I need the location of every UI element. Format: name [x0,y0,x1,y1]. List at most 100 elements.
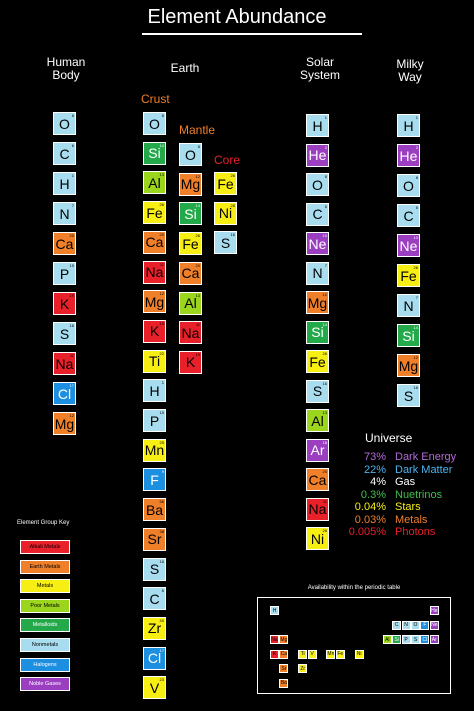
element-symbol: N [59,205,70,222]
crust-element-tile: Fe 26 [143,201,166,225]
solar-system-element-tile: S 16 [306,379,329,403]
atomic-number: 6 [71,143,74,148]
element-symbol: C [312,206,323,222]
element-symbol: O [185,146,196,163]
atomic-number: 25 [159,439,164,445]
milky-way-element-tile: Mg 12 [397,354,420,377]
atomic-number: 2 [415,145,418,150]
milky-way-heading: Milky Way [380,58,440,84]
atomic-number: 12 [195,173,200,179]
element-symbol: K [185,354,196,371]
element-symbol: Si [148,145,161,162]
page-title: Element Abundance [147,6,327,28]
atomic-number: 18 [322,439,327,445]
element-symbol: Al [184,295,197,311]
atomic-number: 28 [230,202,235,208]
crust-label: Crust [141,92,170,106]
atomic-number: 7 [415,295,418,300]
periodic-cell: Ni [354,649,364,659]
atomic-number: 26 [230,173,235,178]
milky-way-element-tile: Fe 26 [397,264,420,287]
milky-way-element-tile: Ne 10 [397,234,420,257]
atomic-number: 1 [71,173,74,178]
periodic-cell: O [411,620,420,630]
periodic-cell: Mg [279,635,289,644]
element-symbol: S [403,387,414,404]
atomic-number: 26 [413,265,418,270]
periodic-cell: C [392,620,402,630]
element-symbol: Zr [147,620,162,637]
atomic-number: 15 [159,410,164,415]
element-symbol: O [59,115,70,132]
atomic-number: 11 [195,322,200,328]
element-symbol: Ni [218,205,233,222]
solar-system-element-tile: Ca 20 [306,468,329,491]
periodic-cell: Fe [335,649,345,659]
element-symbol: Si [184,205,197,222]
universe-component-label: Dark Matter [395,463,453,476]
atomic-number: 1 [161,380,164,386]
atomic-number: 14 [413,325,418,330]
atomic-number: 8 [161,113,164,118]
human-body-element-tile: S 16 [53,322,76,345]
element-symbol: Ti [148,353,161,370]
mantle-element-tile: Na 11 [179,321,202,345]
element-symbol: He [399,147,418,164]
element-symbol: Si [311,324,324,340]
element-symbol: Na [308,501,327,517]
solar-system-element-tile: Fe 26 [306,350,329,373]
core-element-tile: S 16 [214,231,237,255]
element-symbol: Mg [144,293,165,310]
crust-element-tile: V 23 [143,676,166,700]
crust-element-tile: P 15 [143,409,166,432]
human-body-element-tile: Cl 17 [53,382,76,405]
element-symbol: He [308,147,327,163]
key-item-noble: Noble Gases [20,677,70,692]
element-symbol: V [149,679,160,696]
crust-element-tile: Si 14 [143,141,166,165]
atomic-number: 7 [324,262,327,268]
crust-element-tile: Zr 40 [143,616,166,640]
crust-element-tile: Mg 12 [143,290,166,314]
universe-component-label: Dark Energy [395,451,457,463]
element-symbol: Sr [147,531,162,548]
element-symbol: K [59,295,70,312]
solar-system-element-tile: Al 13 [306,409,329,432]
atomic-number: 56 [159,499,164,505]
universe-component-label: Photons [395,526,436,538]
key-item-halogen: Halogens [20,657,70,672]
atomic-number: 19 [69,293,74,298]
periodic-cell: Ba [279,678,289,688]
element-symbol: Fe [309,353,326,370]
element-symbol: C [149,590,160,607]
element-symbol: Fe [182,235,199,252]
crust-element-tile: Na 11 [143,260,166,284]
human-body-element-tile: Na 11 [53,352,76,375]
periodic-table-box: H He C N O F Ne Na Mg Al Si P S Cl Ar K Ca Ti V Mn Fe Ni Sr Zr B… [257,597,451,694]
atomic-number: 12 [413,355,418,360]
element-symbol: S [59,325,70,342]
universe-percent: 0.04% [354,501,386,513]
atomic-number: 11 [69,353,74,358]
crust-element-tile: Al 13 [143,171,166,195]
periodic-cell: Ca [279,649,289,659]
atomic-number: 19 [159,320,164,326]
atomic-number: 13 [159,172,164,178]
periodic-cell: He [429,606,439,615]
atomic-number: 8 [324,174,327,179]
element-symbol: Na [55,355,74,372]
earth-heading: Earth [170,61,200,75]
atomic-number: 40 [159,617,164,623]
element-symbol: Cl [57,385,72,402]
element-symbol: C [59,145,70,162]
